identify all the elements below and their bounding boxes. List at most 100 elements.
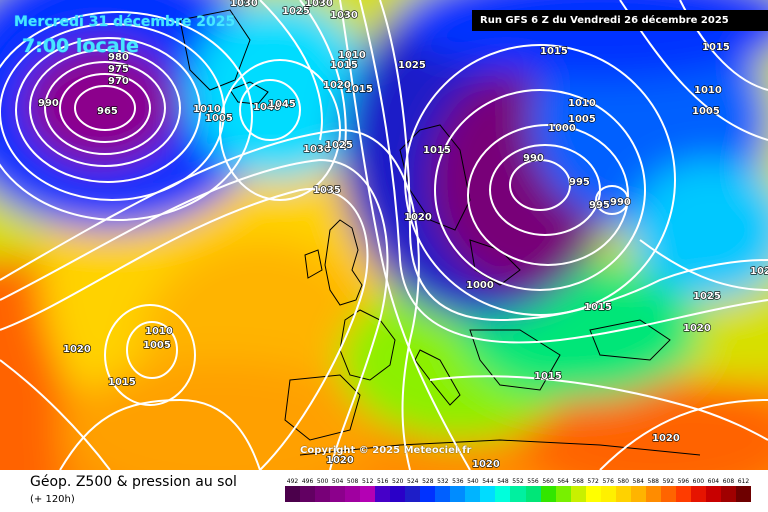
pressure-label: 1005	[568, 114, 596, 125]
pressure-label: 990	[38, 98, 59, 109]
isobar-azores-1	[0, 187, 369, 470]
isobar-north-2	[299, 0, 347, 151]
forecast-time: 7:00 locale	[22, 35, 139, 57]
isobar-iceland-low-5	[15, 37, 201, 183]
scale-swatch	[675, 486, 691, 502]
pressure-label: 995	[589, 200, 610, 211]
isobar-west-2	[59, 398, 261, 470]
pressure-label: 1020	[652, 433, 680, 444]
pressure-label: 990	[610, 197, 631, 208]
scale-swatch	[705, 486, 721, 502]
pressure-label: 1010	[694, 85, 722, 96]
pressure-label: 1045	[268, 99, 296, 110]
copyright-notice: Copyright © 2025 Meteociel.fr	[300, 445, 472, 456]
pressure-label: 965	[97, 106, 118, 117]
field-iberia-warm	[60, 360, 380, 470]
pressure-label: 1015	[108, 377, 136, 388]
pressure-label: 1005	[143, 340, 171, 351]
scale-label: 524	[407, 478, 419, 485]
scale-label: 568	[572, 478, 584, 485]
pressure-label: 1020	[404, 212, 432, 223]
isobar-south-1	[429, 375, 768, 441]
pressure-label: 1020	[323, 80, 351, 91]
scale-labels: 492 496 500 504 508 512 516 520 524 528 532 536 540 5…	[285, 478, 751, 485]
pressure-label: 995	[569, 177, 590, 188]
pressure-label: 1010	[193, 104, 221, 115]
scale-swatch	[345, 486, 361, 502]
pressure-label: 1000	[548, 123, 576, 134]
scale-swatch	[285, 486, 301, 502]
scale-swatch	[480, 486, 496, 502]
isobar-continent-2	[359, 0, 768, 344]
pressure-label: 1010	[145, 326, 173, 337]
scale-label: 496	[301, 478, 314, 485]
scale-swatch	[420, 486, 436, 502]
isobar-iceland-low-2	[59, 73, 151, 143]
isobar-atlantic-low-2	[104, 304, 196, 406]
pressure-label: 975	[108, 64, 129, 75]
scale-label: 528	[422, 478, 434, 485]
scale-swatch	[465, 486, 481, 502]
pressure-label: 1015	[345, 84, 373, 95]
isobar-iceland-low-7	[0, 11, 253, 221]
pressure-label: 1025	[282, 6, 310, 17]
scale-swatch	[525, 486, 541, 502]
scale-swatch	[375, 486, 391, 502]
scale-label: 552	[512, 478, 524, 485]
scale-swatch	[435, 486, 451, 502]
scale-label: 512	[361, 478, 374, 485]
scale-label: 596	[677, 478, 690, 485]
isobar-azores-3	[0, 128, 420, 470]
pressure-label: 1005	[205, 113, 233, 124]
pressure-label: 1015	[584, 302, 612, 313]
isobar-baltic-low-4	[434, 89, 646, 291]
scale-label: 608	[722, 478, 735, 485]
pressure-label: 1015	[702, 42, 730, 53]
forecast-date: Mercredi 31 décembre 2025	[14, 14, 236, 30]
pressure-label: 1015	[540, 46, 568, 57]
scale-label: 492	[286, 478, 299, 485]
pressure-label: 1040	[253, 102, 281, 113]
scale-label: 572	[587, 478, 599, 485]
coastline-iceland	[229, 81, 269, 105]
pressure-label: 1030	[303, 144, 331, 155]
scale-swatch	[555, 486, 571, 502]
field-norwegian-sea	[190, 0, 370, 180]
pressure-label: 970	[108, 76, 129, 87]
pressure-label: 1020	[63, 344, 91, 355]
isobar-iceland-low-4	[29, 49, 181, 167]
scale-label: 536	[452, 478, 464, 485]
geopotential-color-scale: 492 496 500 504 508 512 516 520 524 528 532 536 540 5…	[285, 478, 751, 508]
scale-label: 580	[617, 478, 629, 485]
scale-swatch	[330, 486, 346, 502]
scale-swatch	[360, 486, 376, 502]
scale-label: 604	[707, 478, 720, 485]
scale-swatch	[495, 486, 511, 502]
isobar-atlantic-high-1	[239, 79, 301, 141]
scale-label: 516	[376, 478, 389, 485]
scale-swatch	[390, 486, 406, 502]
scale-label: 548	[497, 478, 509, 485]
scale-label: 500	[316, 478, 329, 485]
pressure-label: 1005	[692, 106, 720, 117]
scale-label: 612	[737, 478, 750, 485]
field-north-africa	[520, 380, 768, 470]
pressure-label: 1010	[568, 98, 596, 109]
coastline-iberia	[284, 374, 361, 441]
scale-label: 584	[632, 478, 644, 485]
isobar-azores-2	[0, 158, 389, 470]
scale-label: 520	[392, 478, 404, 485]
pressure-label: 1030	[305, 0, 333, 9]
coastline-black-sea	[589, 319, 671, 361]
pressure-label: 1035	[313, 185, 341, 196]
pressure-label: 1000	[466, 280, 494, 291]
scale-swatch	[585, 486, 601, 502]
forecast-lead-time: (+ 120h)	[30, 494, 75, 505]
scale-swatch	[690, 486, 706, 502]
coastline-british-isles	[304, 219, 363, 306]
pressure-label: 1020	[326, 455, 354, 466]
scale-swatch	[630, 486, 646, 502]
coastline-scandinavia	[399, 124, 471, 231]
geopotential-map: 1030 1025 1030 980 975 970 965 990 1030 …	[0, 0, 768, 470]
